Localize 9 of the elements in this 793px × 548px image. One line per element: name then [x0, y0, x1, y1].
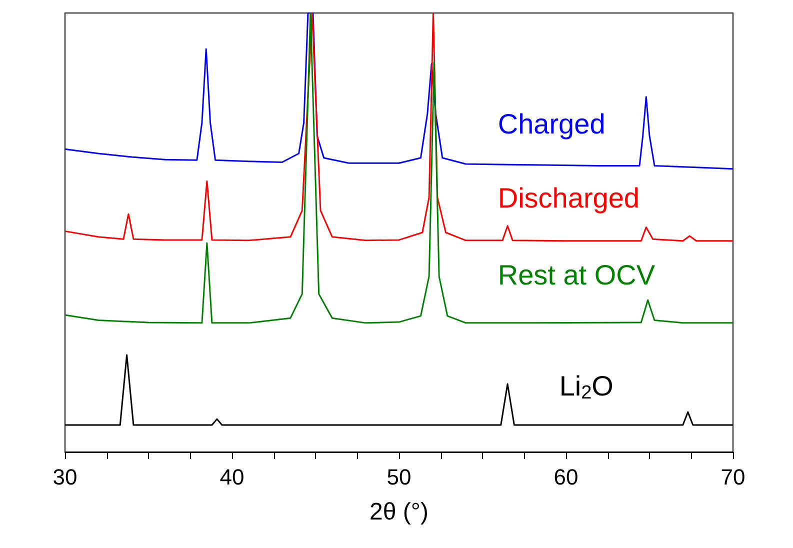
series-label: Rest at OCV [498, 259, 656, 290]
x-tick-label: 30 [52, 464, 78, 490]
x-tick-label: 70 [720, 464, 746, 490]
series-label: Discharged [498, 182, 640, 214]
x-tick-label: 50 [386, 464, 412, 490]
series-label: Charged [498, 108, 606, 140]
x-tick-label: 40 [220, 464, 244, 490]
x-tick-label: 60 [554, 464, 578, 490]
x-axis-title: 2θ (°) [370, 498, 428, 526]
